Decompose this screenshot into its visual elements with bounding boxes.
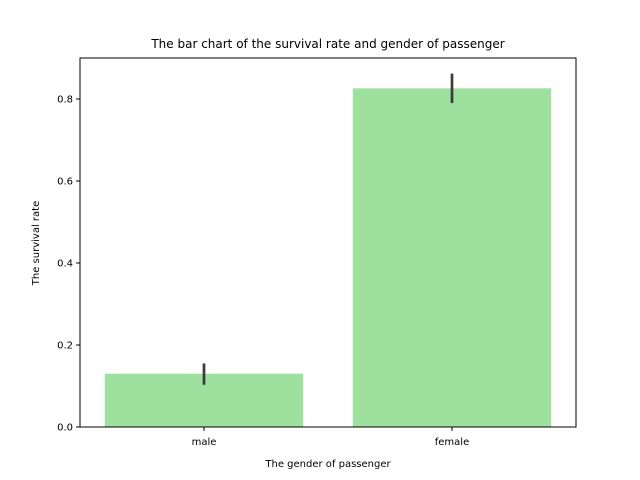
y-axis: 0.0 0.2 0.4 0.6 0.8 [57, 95, 80, 434]
y-tick-label: 0.2 [57, 341, 73, 352]
x-axis-label: The gender of passenger [264, 459, 391, 470]
x-axis: male female [192, 427, 469, 448]
bar-female [352, 88, 552, 427]
x-tick-label-female: female [435, 437, 469, 448]
y-tick-label: 0.0 [57, 423, 73, 434]
error-bars-group [202, 73, 454, 385]
y-tick-label: 0.6 [57, 177, 73, 188]
x-tick-label-male: male [192, 437, 217, 448]
chart-title: The bar chart of the survival rate and g… [150, 37, 504, 51]
y-tick-label: 0.4 [57, 259, 73, 270]
axes-frame [79, 57, 577, 428]
y-axis-label: The survival rate [31, 201, 42, 286]
y-tick-label: 0.8 [57, 95, 73, 106]
bars-group [104, 88, 552, 427]
